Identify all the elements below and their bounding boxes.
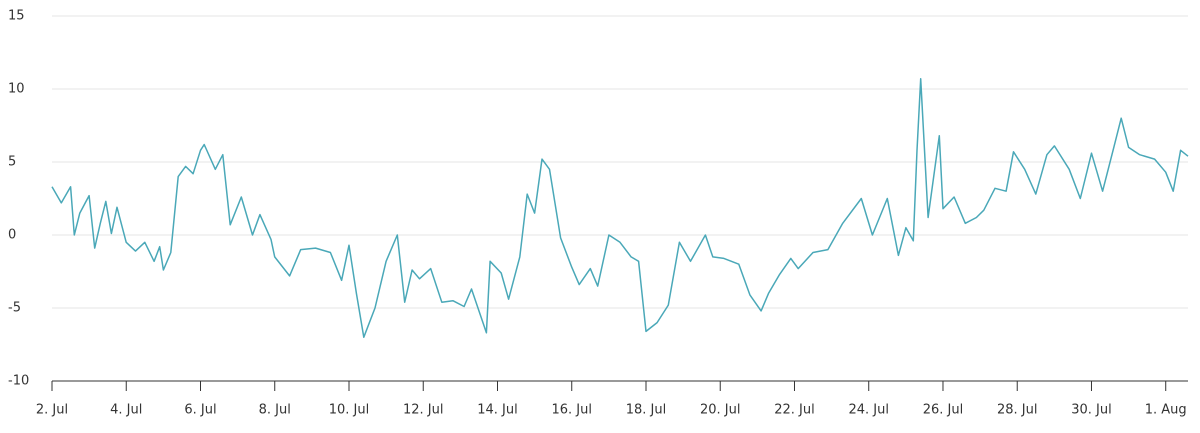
y-tick-label: 15 (8, 9, 25, 24)
x-tick-label: 18. Jul (626, 403, 667, 418)
x-tick-label: 2. Jul (36, 403, 68, 418)
x-tick-label: 20. Jul (700, 403, 741, 418)
y-tick-label: 5 (8, 155, 16, 170)
x-tick-label: 1. Aug (1145, 403, 1187, 418)
x-tick-label: 6. Jul (184, 403, 216, 418)
x-tick-label: 12. Jul (403, 403, 444, 418)
x-tick-label: 10. Jul (329, 403, 370, 418)
x-tick-label: 30. Jul (1071, 403, 1112, 418)
x-tick-label: 28. Jul (997, 403, 1038, 418)
x-tick-label: 4. Jul (110, 403, 142, 418)
y-tick-label: -10 (8, 374, 29, 389)
y-tick-label: -5 (8, 301, 21, 316)
x-tick-label: 24. Jul (848, 403, 889, 418)
x-tick-label: 14. Jul (477, 403, 518, 418)
y-tick-label: 10 (8, 82, 25, 97)
x-tick-label: 8. Jul (259, 403, 291, 418)
x-tick-label: 26. Jul (923, 403, 964, 418)
series-line (51, 78, 1189, 338)
x-tick-label: 16. Jul (551, 403, 592, 418)
x-tick-label: 22. Jul (774, 403, 815, 418)
y-tick-label: 0 (8, 228, 16, 243)
